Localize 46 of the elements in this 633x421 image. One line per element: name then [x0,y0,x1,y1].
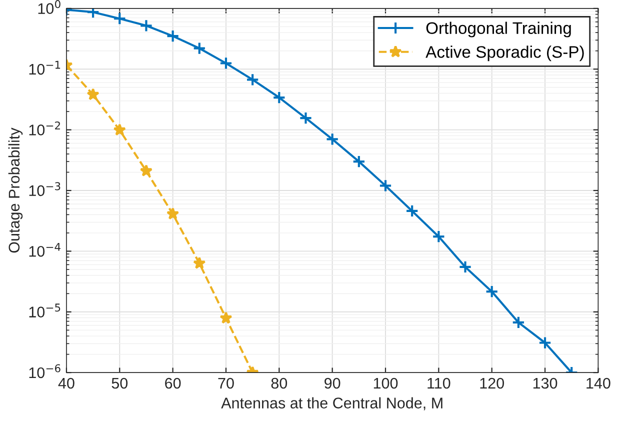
point [432,230,446,244]
point [272,90,286,104]
x-tick-label: 110 [428,378,450,389]
point [458,260,472,274]
y-tick-label: 10$^{−3}$ [29,182,60,196]
point [352,154,366,168]
x-tick-label: 80 [271,378,288,389]
x-tick-label: 90 [324,378,340,389]
point [405,204,419,218]
point [192,42,206,55]
y-tick-label: 10$^{−6}$ [29,364,60,378]
point [140,19,153,32]
x-tick-label: 100 [374,378,398,389]
point [113,12,126,26]
point [246,73,260,86]
y-tick-label: 10$^{−5}$ [29,304,60,318]
legend-label: Active Sporadic (S-P) [426,46,584,62]
point [140,164,153,176]
x-tick-label: 40 [58,378,74,389]
point [485,284,498,298]
y-tick-label: 10$^{−2}$ [29,121,60,136]
point [86,88,100,100]
y-axis-title: Outage Probability [8,128,23,253]
x-tick-label: 60 [165,378,181,389]
point [193,256,206,269]
x-tick-label: 130 [533,378,558,389]
point [538,336,552,350]
point [512,316,526,330]
x-axis-title: Antennas at the Central Node, M [221,397,442,410]
y-tick-label: 10$^{0}$ [38,0,60,14]
y-tick-label: 10$^{−1}$ [29,60,60,75]
point [86,8,100,19]
x-tick-label: 140 [586,378,610,389]
y-tick-label: 10$^{−4}$ [29,242,60,257]
x-tick-label: 70 [218,378,234,389]
point [299,111,312,125]
point [113,123,126,136]
point [378,179,392,192]
x-tick-label: 50 [112,378,128,389]
point [219,56,233,70]
point [166,207,180,220]
legend-label: Orthogonal Training [426,22,571,38]
x-tick-label: 120 [480,378,504,389]
point [326,132,339,146]
point [220,312,232,324]
point [166,29,180,43]
